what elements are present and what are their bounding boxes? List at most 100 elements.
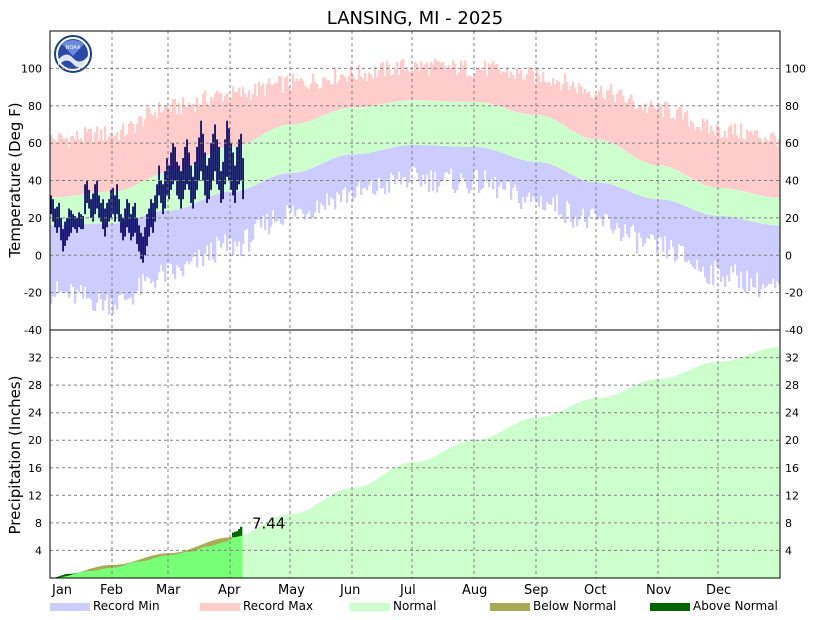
observed-temp-bar [166,158,168,196]
observed-precip-bar [174,554,177,578]
above-normal-bar [56,576,59,578]
record-max-bar [490,64,493,105]
record-min-bar [240,190,243,257]
normal-range-bar [490,104,493,150]
record-max-bar [434,58,437,101]
record-max-bar [132,123,135,187]
normal-range-bar [220,148,223,193]
record-min-bar [322,163,325,206]
below-normal-bar [144,557,147,561]
normal-range-bar [598,139,601,183]
record-max-bar [620,89,623,148]
record-max-bar [426,62,429,101]
record-max-bar [738,138,741,191]
above-normal-bar [240,526,243,536]
normal-range-bar [570,129,573,175]
below-normal-bar [168,553,171,556]
record-max-bar [364,72,367,107]
record-min-bar [354,154,357,198]
record-max-bar [602,97,605,140]
record-max-bar [360,76,363,108]
observed-temp-bar [160,180,162,203]
observed-precip-bar [112,567,115,578]
normal-range-bar [532,114,535,162]
below-normal-bar [176,552,179,555]
record-min-bar [554,166,557,212]
observed-precip-bar [204,546,207,578]
observed-temp-bar [126,199,128,228]
record-min-bar [362,153,365,189]
below-normal-bar [104,565,107,569]
record-min-bar [274,176,277,222]
record-min-bar [766,224,769,287]
record-min-bar [662,199,665,252]
observed-temp-bar [66,217,68,241]
record-min-bar [148,214,151,279]
observed-temp-bar [122,217,124,241]
record-min-bar [700,212,703,272]
observed-temp-bar [84,184,86,215]
below-normal-bar [204,543,207,547]
record-max-bar [652,105,655,165]
normal-range-bar [138,183,141,218]
observed-temp-bar [62,229,64,252]
record-min-bar [50,225,53,304]
record-max-bar [286,75,289,125]
normal-range-bar [152,176,155,213]
record-min-bar [436,145,439,193]
record-max-bar [116,132,119,192]
record-min-bar [342,155,345,190]
record-min-bar [622,188,625,238]
normal-range-bar [198,160,201,202]
record-min-bar [704,213,707,278]
normal-range-bar [444,101,447,146]
record-min-bar [206,197,209,246]
record-min-bar [514,157,517,185]
normal-range-bar [134,185,137,220]
normal-range-bar [402,100,405,146]
normal-range-bar [358,107,361,155]
observed-temp-bar [94,184,96,215]
record-max-bar [462,65,465,102]
record-min-bar [308,169,311,212]
normal-range-bar [476,102,479,147]
below-normal-bar [96,566,99,571]
record-max-bar [336,83,339,111]
record-max-bar [458,72,461,102]
below-normal-bar [226,537,229,542]
record-max-bar [590,97,593,139]
record-max-bar [168,107,171,174]
record-min-bar [128,221,131,299]
record-max-bar [98,139,101,193]
precipitation-axis-label: Precipitation (Inches) [6,376,24,535]
record-min-bar [210,196,213,243]
record-min-bar [264,180,267,230]
record-max-bar [510,71,513,111]
record-max-bar [544,81,547,117]
normal-range-bar [520,113,523,160]
normal-range-bar [552,119,555,166]
record-max-bar [610,83,613,143]
record-min-bar [346,154,349,203]
record-min-bar [456,146,459,190]
above-normal-bar [238,528,241,537]
normal-range-bar [456,101,459,147]
record-max-bar [296,78,299,125]
record-max-bar [76,130,79,196]
normal-range-bar [694,180,697,211]
normal-range-bar [416,100,419,146]
observed-temp-bar [192,176,194,209]
observed-precip-bar [160,556,163,578]
below-normal-bar [194,547,197,551]
temp-tick-label-right: 60 [785,137,799,150]
record-max-bar [258,81,261,137]
record-max-bar [580,86,583,136]
below-normal-bar [156,554,159,558]
record-max-bar [646,113,649,164]
record-min-bar [184,207,187,264]
normal-range-bar [654,165,657,200]
observed-precip-bar [128,563,131,578]
record-min-bar [238,190,241,242]
precip-tick-label-left: 32 [28,352,42,365]
